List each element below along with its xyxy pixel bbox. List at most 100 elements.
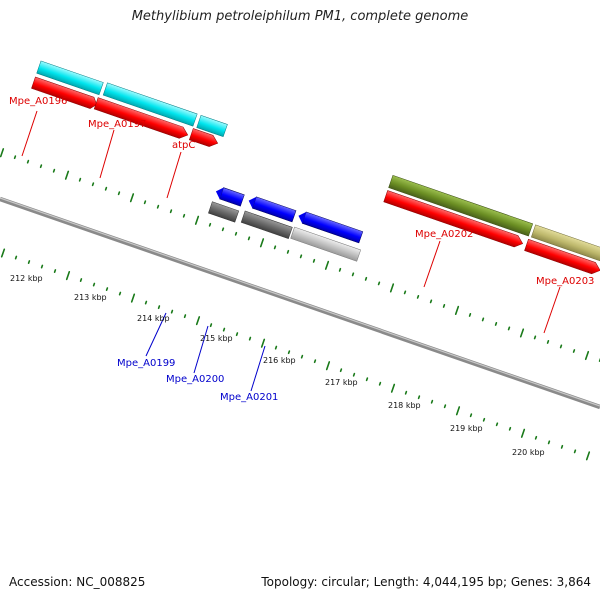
- minor-tick: [469, 413, 473, 418]
- minor-tick: [338, 267, 342, 272]
- minor-tick: [157, 305, 161, 310]
- minor-tick: [208, 222, 212, 227]
- minor-tick: [495, 422, 499, 427]
- minor-tick: [378, 381, 382, 386]
- forward-cds-track: [31, 76, 600, 276]
- cds-mpe-a0201[interactable]: [297, 210, 364, 244]
- minor-tick: [533, 335, 537, 340]
- minor-tick: [273, 245, 277, 250]
- minor-tick: [170, 309, 174, 314]
- map-title: Methylibium petroleiphilum PM1, complete…: [131, 9, 469, 24]
- minor-tick: [442, 303, 446, 308]
- minor-tick: [144, 300, 148, 305]
- major-tick: [129, 193, 135, 203]
- minor-tick: [377, 281, 381, 286]
- minor-tick: [274, 345, 278, 350]
- backbone-highlight: [0, 197, 600, 407]
- leader-mpe-a0202: [423, 240, 441, 288]
- feature-mpe-a0199[interactable]: [208, 201, 240, 223]
- major-tick: [0, 248, 6, 258]
- major-tick: [584, 350, 590, 361]
- minor-tick: [286, 249, 290, 254]
- label-mpe-a0203[interactable]: Mpe_A0203: [536, 276, 594, 287]
- scale-label-215: 215 kbp: [200, 334, 233, 343]
- minor-tick: [429, 299, 433, 304]
- minor-tick: [222, 327, 226, 332]
- feature-atpc[interactable]: [196, 114, 228, 138]
- label-mpe-a0197[interactable]: Mpe_A0197: [88, 119, 146, 130]
- label-atpc[interactable]: atpC: [172, 140, 195, 151]
- minor-tick: [507, 326, 511, 331]
- cds-atpc[interactable]: [188, 128, 219, 149]
- label-mpe-a0199[interactable]: Mpe_A0199: [117, 358, 175, 369]
- cds-mpe-a0200[interactable]: [247, 195, 297, 223]
- minor-tick: [13, 155, 17, 160]
- major-tick: [389, 283, 395, 293]
- feature-mpe-a0196[interactable]: [36, 60, 104, 96]
- minor-tick: [299, 254, 303, 259]
- label-mpe-a0202[interactable]: Mpe_A0202: [415, 229, 473, 240]
- feature-mpe-a0197[interactable]: [102, 82, 198, 127]
- major-tick: [65, 270, 71, 281]
- minor-tick: [247, 236, 251, 241]
- major-tick: [455, 406, 461, 416]
- minor-tick: [468, 312, 472, 317]
- major-tick: [64, 170, 70, 180]
- reverse-cds-track: [214, 186, 364, 244]
- minor-tick: [248, 336, 252, 341]
- cds-mpe-a0196[interactable]: [31, 76, 98, 110]
- topology-summary-text: Topology: circular; Length: 4,044,195 bp…: [261, 575, 591, 589]
- minor-tick: [312, 258, 316, 263]
- major-tick: [324, 260, 330, 270]
- major-tick: [195, 316, 201, 326]
- major-tick: [130, 293, 136, 303]
- cds-mpe-a0202[interactable]: [383, 190, 525, 249]
- major-tick: [0, 148, 5, 158]
- leader-mpe-a0203: [543, 286, 561, 334]
- outer-tick-ring: [0, 148, 600, 362]
- cds-mpe-a0203[interactable]: [524, 238, 600, 276]
- feature-mpe-a0201[interactable]: [290, 226, 362, 262]
- scale-label-214: 214 kbp: [137, 314, 170, 323]
- minor-tick: [26, 159, 30, 164]
- major-tick: [519, 328, 525, 338]
- scale-label-219: 219 kbp: [450, 424, 483, 433]
- minor-tick: [547, 440, 551, 445]
- minor-tick: [559, 344, 563, 349]
- minor-tick: [339, 368, 343, 373]
- minor-tick: [416, 294, 420, 299]
- minor-tick: [534, 435, 538, 440]
- minor-tick: [118, 291, 122, 296]
- minor-tick: [560, 444, 564, 449]
- label-mpe-a0201[interactable]: Mpe_A0201: [220, 392, 278, 403]
- minor-tick: [182, 213, 186, 218]
- minor-tick: [494, 321, 498, 326]
- feature-mpe-a0200[interactable]: [240, 210, 293, 239]
- leader-mpe-a0199: [145, 312, 167, 357]
- feature-mpe-a0203[interactable]: [530, 224, 600, 267]
- minor-tick: [169, 209, 173, 214]
- minor-tick: [78, 177, 82, 182]
- minor-tick: [14, 255, 18, 260]
- minor-tick: [39, 164, 43, 169]
- minor-tick: [573, 449, 577, 454]
- forward-feature-track: [36, 60, 600, 267]
- minor-tick: [234, 231, 238, 236]
- feature-mpe-a0202[interactable]: [388, 175, 534, 237]
- scale-label-213: 213 kbp: [74, 293, 107, 302]
- cds-mpe-a0199[interactable]: [214, 186, 245, 207]
- minor-tick: [105, 287, 109, 292]
- scale-label-216: 216 kbp: [263, 356, 296, 365]
- minor-tick: [235, 332, 239, 337]
- minor-tick: [156, 204, 160, 209]
- cds-mpe-a0197[interactable]: [93, 97, 190, 141]
- scale-label-218: 218 kbp: [388, 401, 421, 410]
- label-mpe-a0200[interactable]: Mpe_A0200: [166, 374, 224, 385]
- label-mpe-a0196[interactable]: Mpe_A0196: [9, 96, 67, 107]
- minor-tick: [403, 290, 407, 295]
- major-tick: [259, 238, 265, 248]
- major-tick: [325, 361, 331, 371]
- minor-tick: [209, 323, 213, 328]
- minor-tick: [92, 282, 96, 287]
